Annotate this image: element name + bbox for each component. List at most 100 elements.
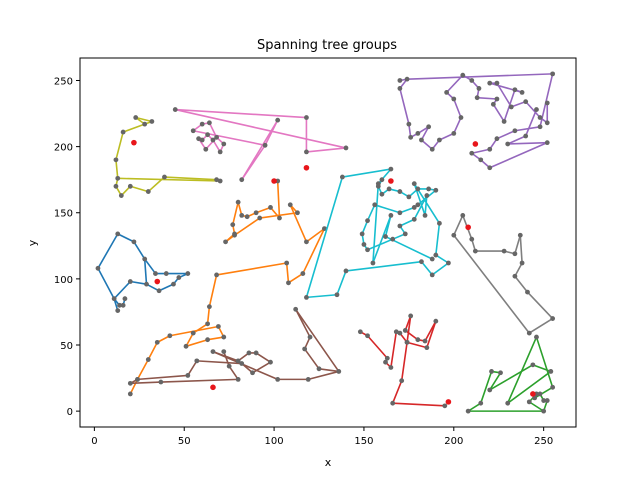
tree-node <box>162 174 167 180</box>
x-tick-label: 250 <box>534 436 553 447</box>
root-node <box>131 139 137 146</box>
tree-edge <box>452 234 531 334</box>
tree-edge <box>196 360 243 365</box>
tree-node <box>487 387 493 393</box>
tree-node <box>307 334 313 340</box>
tree-node <box>185 271 191 276</box>
tree-group <box>127 178 327 397</box>
tree-node <box>217 149 223 155</box>
tree-node <box>372 202 378 208</box>
root-node <box>210 384 216 391</box>
tree-node <box>478 157 484 163</box>
tree-group <box>451 212 556 336</box>
tree-node <box>469 78 475 83</box>
tree-node <box>122 296 128 302</box>
tree-edge <box>240 144 266 181</box>
tree-edge <box>163 176 218 181</box>
tree-node <box>253 350 259 356</box>
tree-node <box>384 355 390 361</box>
tree-node <box>505 400 511 406</box>
tree-node <box>544 100 550 106</box>
tree-edge <box>514 262 523 278</box>
tree-node <box>530 362 536 368</box>
chart-title: Spanning tree groups <box>257 38 397 53</box>
tree-node <box>158 379 164 385</box>
tree-node <box>339 174 345 180</box>
tree-node <box>214 134 219 140</box>
tree-node <box>451 96 457 102</box>
tree-node <box>397 78 403 83</box>
tree-edge <box>420 260 434 276</box>
tree-node <box>419 137 424 143</box>
tree-edge <box>289 204 308 243</box>
tree-node <box>550 71 556 77</box>
tree-edge <box>452 214 464 237</box>
tree-node <box>397 330 403 336</box>
tree-node <box>469 236 475 242</box>
tree-edge <box>424 194 428 217</box>
tree-node <box>501 119 507 124</box>
tree-node <box>404 76 410 82</box>
tree-node <box>487 146 493 152</box>
tree-node <box>474 95 480 101</box>
tree-edge <box>488 364 534 391</box>
plot-area <box>95 71 556 414</box>
tree-node <box>133 115 139 120</box>
tree-edge <box>479 370 493 404</box>
y-tick-label: 0 <box>67 407 73 418</box>
tree-edge <box>373 204 401 214</box>
tree-node <box>433 187 439 193</box>
tree-edge <box>404 329 419 341</box>
tree-node <box>113 157 119 163</box>
tree-node <box>469 150 475 156</box>
tree-node <box>250 370 255 376</box>
tree-node <box>275 376 281 382</box>
tree-node <box>210 349 216 355</box>
tree-edge <box>187 360 198 377</box>
tree-edge <box>133 241 146 260</box>
tree-node <box>544 120 550 126</box>
tree-group <box>113 115 223 198</box>
tree-edge <box>435 222 441 256</box>
tree-node <box>235 376 241 382</box>
tree-edge <box>452 116 462 135</box>
tree-node <box>142 121 148 127</box>
tree-edge <box>208 274 218 308</box>
tree-edge <box>143 258 157 275</box>
tree-node <box>167 333 173 339</box>
tree-node <box>370 260 376 266</box>
tree-node <box>411 216 417 222</box>
tree-node <box>433 318 439 324</box>
tree-edge <box>406 315 412 344</box>
tree-node <box>120 129 126 135</box>
tree-edge <box>524 100 541 119</box>
tree-edge <box>215 262 288 276</box>
root-node <box>271 178 277 184</box>
tree-node <box>489 369 494 374</box>
tree-edge <box>476 96 498 100</box>
tree-edge <box>488 371 502 391</box>
tree-node <box>442 403 448 409</box>
tree-node <box>532 395 538 401</box>
tree-node <box>300 271 306 276</box>
tree-node <box>153 271 158 276</box>
tree-edge <box>467 402 482 412</box>
tree-node <box>275 117 281 123</box>
tree-node <box>304 149 309 155</box>
tree-edge <box>506 336 538 404</box>
tree-node <box>223 239 228 245</box>
tree-edge <box>115 159 119 180</box>
tree-group <box>127 306 342 391</box>
tree-edge <box>488 82 523 94</box>
tree-edge <box>506 141 549 145</box>
tree-node <box>239 361 245 366</box>
tree-node <box>131 239 137 245</box>
tree-node <box>397 210 403 216</box>
tree-node <box>494 96 500 102</box>
tree-edge <box>264 119 279 147</box>
x-tick-label: 100 <box>265 436 284 447</box>
tree-edge <box>97 233 119 270</box>
tree-group <box>357 313 452 409</box>
tree-node <box>145 357 151 362</box>
